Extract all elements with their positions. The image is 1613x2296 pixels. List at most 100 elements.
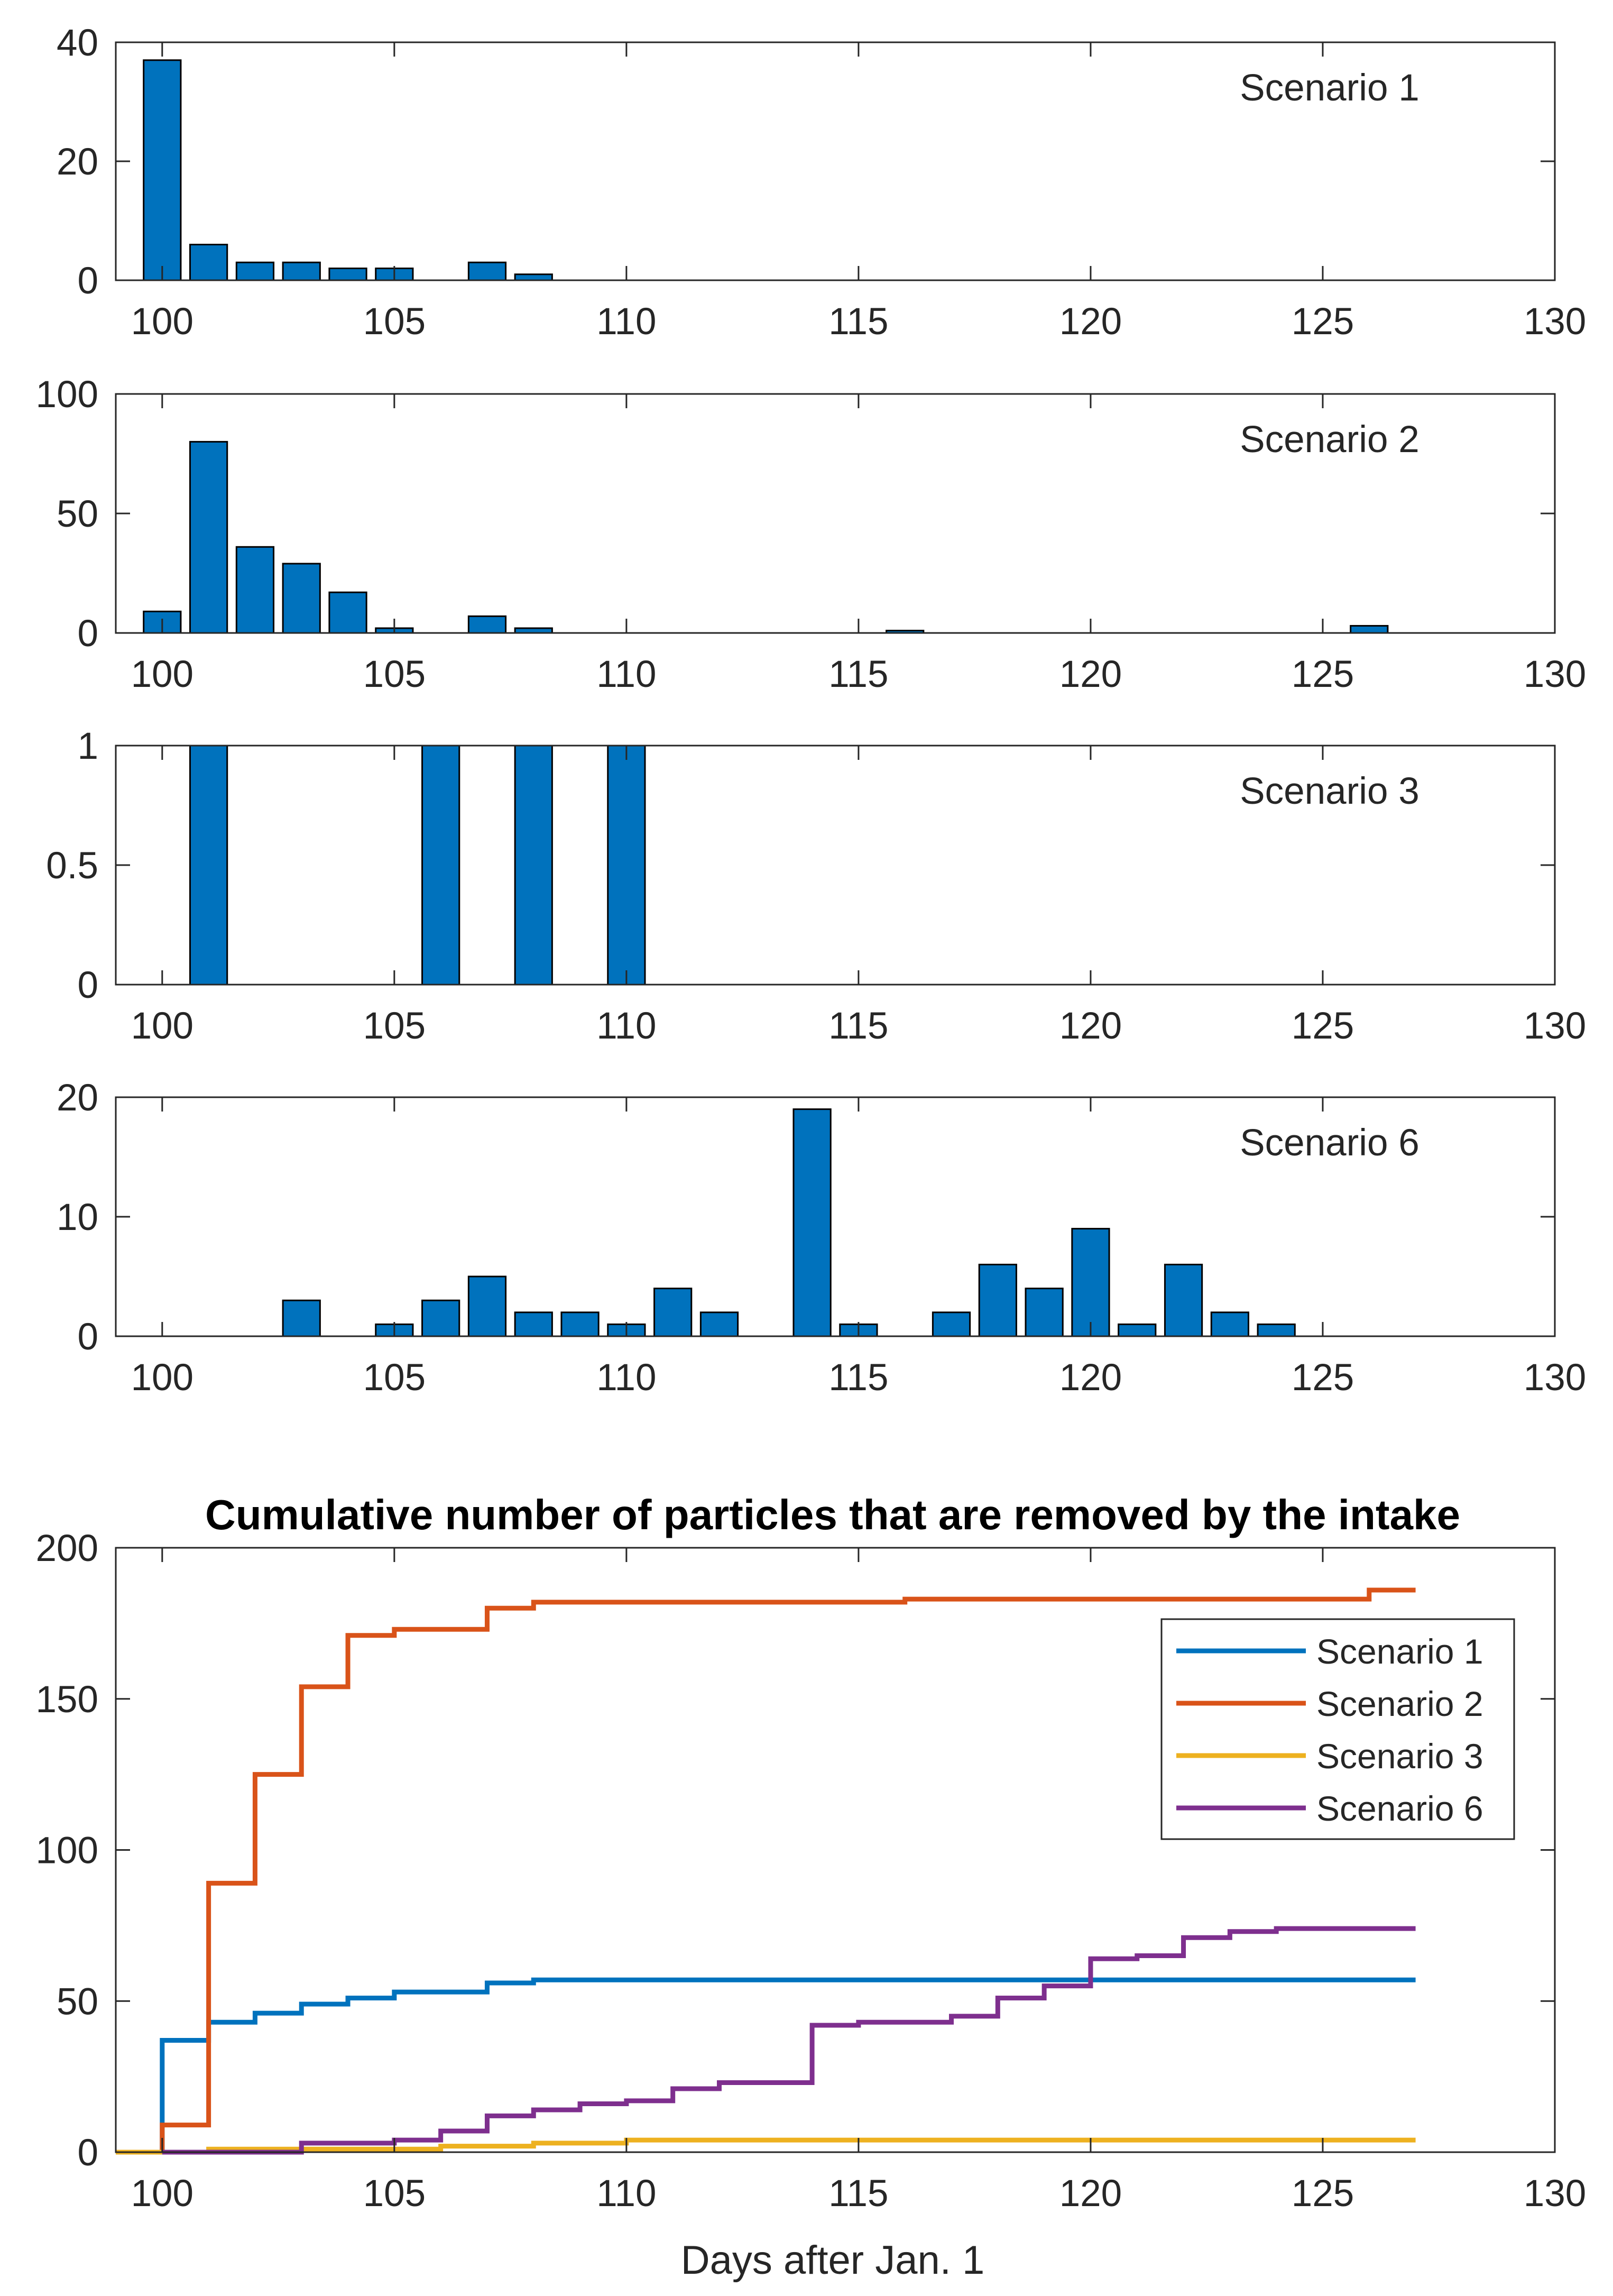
x-tick-label: 125: [1292, 301, 1354, 343]
series-line-scenario-3: [116, 2137, 1416, 2155]
legend-item: Scenario 1: [1176, 1632, 1483, 1671]
bar: [1164, 1263, 1203, 1337]
y-tick-label: 50: [57, 1981, 98, 2023]
series-line-scenario-2: [160, 1587, 1416, 2152]
bar: [328, 268, 367, 281]
y-tick-label: 100: [36, 1830, 98, 1872]
histogram-scenario-6: Scenario 6 100 105 110 115 120 125 130 0 10 20: [57, 1077, 1586, 1399]
x-tick-label: 130: [1524, 1005, 1586, 1047]
bar: [1257, 1323, 1296, 1337]
x-tick-label: 115: [828, 301, 888, 343]
x-tick-label: 110: [596, 301, 656, 343]
x-tick-label: 105: [363, 301, 426, 343]
y-tick-label: 0.5: [46, 845, 98, 887]
bar: [560, 1311, 600, 1337]
x-tick-label: 100: [131, 301, 193, 343]
x-tick-label: 120: [1059, 301, 1122, 343]
plot-area: [116, 42, 1555, 280]
cumulative-line-chart: Cumulative number of particles that are …: [36, 1491, 1587, 2283]
x-tick-label: 125: [1292, 1357, 1354, 1399]
bar: [467, 261, 507, 281]
bar: [189, 244, 228, 281]
histogram-scenario-2: Scenario 2 100 105 110 115 120 125 130 0 50 100: [36, 374, 1587, 695]
bar: [514, 745, 553, 986]
plot-area: [116, 746, 1555, 985]
legend: Scenario 1 Scenario 2 Scenario 3 Scenari…: [1160, 1618, 1515, 1840]
bar: [421, 1299, 460, 1337]
bar: [282, 261, 321, 281]
bar: [1025, 1288, 1064, 1337]
y-tick-label: 1: [78, 725, 99, 767]
bar: [189, 745, 228, 986]
bar: [143, 59, 182, 281]
bar: [421, 745, 460, 986]
y-tick-label: 20: [57, 141, 98, 183]
bar: [514, 273, 553, 281]
bar: [653, 1288, 693, 1337]
bar: [235, 261, 275, 281]
bar: [932, 1311, 971, 1337]
x-tick-label: 105: [363, 1357, 426, 1399]
legend-item: Scenario 6: [1176, 1789, 1483, 1828]
bar: [607, 745, 646, 986]
legend-item: Scenario 2: [1176, 1684, 1483, 1723]
legend-label: Scenario 3: [1316, 1737, 1483, 1776]
bar: [1118, 1323, 1157, 1337]
bar: [282, 1299, 321, 1337]
series-line-scenario-1: [160, 1977, 1416, 2152]
y-tick-label: 0: [78, 2132, 99, 2174]
x-tick-label: 130: [1524, 1357, 1586, 1399]
x-tick-label: 105: [363, 654, 426, 695]
bar: [189, 440, 228, 634]
legend-label: Scenario 1: [1316, 1632, 1483, 1671]
x-tick-label: 110: [596, 1005, 656, 1047]
legend-item: Scenario 3: [1176, 1737, 1483, 1776]
x-tick-label: 110: [596, 654, 656, 695]
y-tick-label: 150: [36, 1679, 98, 1721]
x-tick-label: 120: [1059, 1005, 1122, 1047]
x-tick-label: 100: [131, 2173, 193, 2215]
histogram-scenario-3: Scenario 3 100 105 110 115 120 125 130 0 0.5 1: [46, 725, 1586, 1047]
bar: [282, 563, 321, 634]
x-tick-label: 120: [1059, 1357, 1122, 1399]
x-tick-label: 115: [828, 1005, 888, 1047]
x-tick-label: 125: [1292, 654, 1354, 695]
y-tick-label: 0: [78, 613, 99, 655]
bar: [235, 546, 275, 634]
panel-label: Scenario 3: [1240, 770, 1419, 812]
series-line-scenario-6: [162, 1926, 1416, 2155]
legend-label: Scenario 6: [1316, 1789, 1483, 1828]
bar: [467, 1275, 507, 1337]
panel-label: Scenario 6: [1240, 1122, 1419, 1164]
x-tick-label: 115: [828, 1357, 888, 1399]
x-tick-label: 130: [1524, 654, 1586, 695]
x-tick-label: 110: [596, 1357, 656, 1399]
x-tick-label: 125: [1292, 2173, 1354, 2215]
x-tick-label: 105: [363, 2173, 426, 2215]
histogram-scenario-1: Scenario 1 100 105 110 115 120 125 130 0 20 40: [57, 22, 1586, 343]
y-tick-label: 0: [78, 260, 99, 302]
bar: [328, 591, 367, 634]
x-tick-label: 115: [828, 654, 888, 695]
x-tick-label: 120: [1059, 2173, 1122, 2215]
bar: [1071, 1228, 1110, 1337]
x-axis-label: Days after Jan. 1: [681, 2238, 985, 2283]
x-tick-label: 105: [363, 1005, 426, 1047]
x-tick-label: 110: [596, 2173, 656, 2215]
bar: [978, 1263, 1017, 1337]
y-tick-label: 100: [36, 374, 98, 416]
bar: [699, 1311, 739, 1337]
bar: [514, 1311, 553, 1337]
y-tick-label: 0: [78, 965, 99, 1006]
x-tick-label: 100: [131, 1005, 193, 1047]
x-tick-label: 130: [1524, 301, 1586, 343]
x-tick-label: 100: [131, 654, 193, 695]
bar: [792, 1108, 832, 1337]
y-tick-label: 0: [78, 1316, 99, 1358]
legend-label: Scenario 2: [1316, 1684, 1483, 1723]
x-tick-label: 115: [828, 2173, 888, 2215]
bar: [1210, 1311, 1249, 1337]
chart-title: Cumulative number of particles that are …: [205, 1491, 1460, 1538]
legend-box: [1160, 1618, 1515, 1840]
